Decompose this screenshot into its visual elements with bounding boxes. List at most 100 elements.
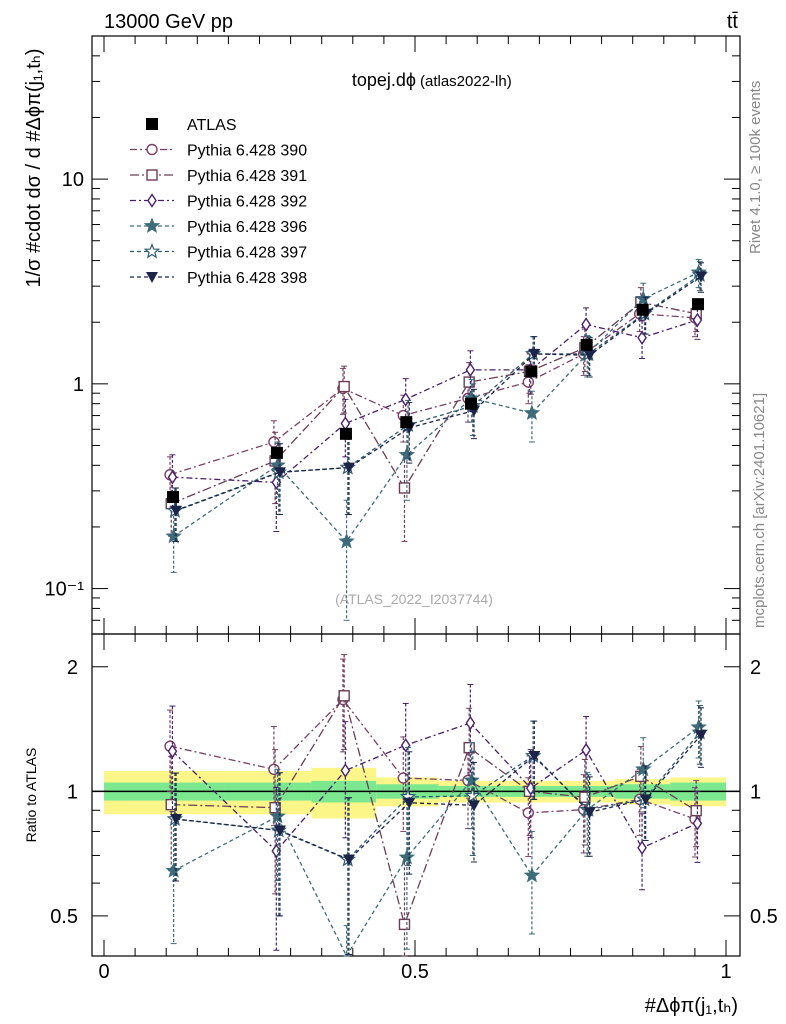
series-atlas — [167, 298, 705, 504]
ratio-point — [637, 840, 647, 856]
data-point — [692, 312, 703, 328]
ratio-point — [397, 772, 409, 784]
ratio-series-pythia-6-428-391 — [165, 654, 702, 957]
ratio-line — [169, 698, 696, 820]
ratio-line — [175, 734, 702, 861]
main-axis-ticks: 10⁻¹ 1 10 — [45, 35, 740, 635]
y-axis-label: 1/σ #cdot dσ / d #Δϕπ(j₁,tₕ) — [23, 48, 45, 287]
data-point — [463, 376, 475, 388]
data-point — [398, 446, 416, 462]
main-panel: 10⁻¹ 1 10 topej.dϕ (atlas2022-lh) (ATLAS_2… — [45, 35, 741, 635]
legend-label: Pythia 6.428 396 — [187, 219, 307, 236]
ratio-point — [522, 807, 535, 819]
atlas-data-point — [400, 416, 413, 429]
ratio-point — [581, 742, 591, 758]
ratio-tick-label-left: 0.5 — [50, 906, 78, 928]
legend-marker — [147, 193, 157, 208]
atlas-data-point — [339, 427, 352, 440]
series-line — [169, 313, 696, 476]
data-point — [634, 290, 652, 306]
ratio-point — [167, 743, 178, 759]
legend-entry: Pythia 6.428 392 — [130, 193, 307, 211]
data-point — [523, 404, 541, 421]
ratio-panel-frame — [91, 633, 741, 957]
data-point — [273, 467, 286, 479]
ratio-tick-label-right: 0.5 — [750, 906, 778, 928]
data-point — [528, 348, 541, 360]
series-pythia-6-428-390 — [164, 298, 701, 498]
legend-label: Pythia 6.428 390 — [187, 143, 307, 160]
y-tick-label: 1 — [73, 374, 84, 396]
series-line — [175, 275, 702, 512]
legend-marker — [146, 118, 158, 130]
ratio-series-pythia-6-428-398 — [170, 707, 708, 955]
ratio-axis-ticks: 0.5 0.5 1 1 2 2 0 0.5 1 — [50, 634, 778, 983]
ratio-tick-label-left: 2 — [67, 657, 78, 679]
x-tick-label: 0.5 — [401, 961, 429, 983]
ratio-series-pythia-6-428-392 — [167, 683, 703, 951]
atlas-data-point — [464, 397, 477, 410]
y-tick-label: 10 — [62, 169, 84, 191]
plot-subtitle: (atlas2022-lh) — [420, 73, 512, 90]
data-point — [583, 350, 596, 362]
legend-label: Pythia 6.428 391 — [187, 168, 307, 185]
ratio-point — [583, 807, 596, 819]
data-point — [637, 330, 647, 345]
legend-label: Pythia 6.428 392 — [187, 194, 307, 211]
series-pythia-6-428-396 — [165, 258, 707, 621]
ratio-point — [403, 797, 416, 809]
series-line — [174, 274, 701, 512]
atlas-data-point — [636, 303, 649, 316]
ratio-point — [692, 816, 703, 831]
legend-entry: ATLAS — [146, 117, 237, 134]
main-series-layer — [164, 258, 709, 621]
y-tick-label: 10⁻¹ — [45, 579, 85, 601]
atlas-data-point — [167, 491, 180, 504]
series-line — [172, 319, 698, 484]
ratio-series-pythia-6-428-396 — [165, 700, 707, 958]
series-pythia-6-428-391 — [165, 287, 702, 542]
data-point — [398, 482, 411, 494]
ratio-point — [398, 918, 411, 931]
data-point — [695, 271, 708, 283]
data-point — [581, 317, 591, 332]
legend-entry: Pythia 6.428 391 — [130, 168, 307, 185]
ratio-point — [338, 690, 350, 702]
ratio-tick-label-right: 2 — [750, 657, 761, 679]
ratio-point — [690, 804, 702, 817]
ratio-point — [695, 730, 708, 742]
ratio-point — [165, 862, 182, 878]
legend-label: Pythia 6.428 397 — [187, 245, 307, 262]
ratio-series-layer — [164, 654, 709, 958]
data-point — [170, 505, 183, 517]
data-point — [338, 380, 350, 393]
legend-entry: Pythia 6.428 390 — [130, 143, 307, 160]
ratio-line — [173, 726, 700, 958]
ratio-point — [170, 814, 183, 826]
ratio-point — [523, 866, 541, 883]
x-axis-label: #Δϕπ(j₁,tₕ) — [645, 995, 738, 1017]
ratio-axis-label: Ratio to ATLAS — [23, 748, 39, 843]
ratio-point — [639, 794, 652, 806]
series-pythia-6-428-397 — [166, 261, 709, 542]
atlas-data-point — [580, 338, 593, 351]
ratio-point — [398, 848, 416, 865]
data-point — [338, 532, 355, 549]
data-point — [342, 462, 355, 474]
ratio-tick-label-left: 1 — [67, 781, 78, 803]
ratio-point — [634, 760, 652, 777]
data-point — [465, 362, 476, 378]
ratio-point — [464, 787, 482, 803]
ratio-point — [340, 763, 351, 778]
data-point — [165, 527, 182, 544]
legend-marker — [146, 272, 158, 283]
ratio-point — [273, 825, 286, 837]
legend-entry: Pythia 6.428 397 — [130, 242, 307, 262]
ratio-tick-label-right: 1 — [750, 781, 761, 803]
data-point — [522, 376, 535, 388]
legend-entry: Pythia 6.428 396 — [130, 217, 307, 236]
series-pythia-6-428-392 — [167, 303, 703, 533]
plot-title: topej.dϕ — [352, 70, 416, 90]
ratio-series-pythia-6-428-397 — [166, 704, 709, 955]
